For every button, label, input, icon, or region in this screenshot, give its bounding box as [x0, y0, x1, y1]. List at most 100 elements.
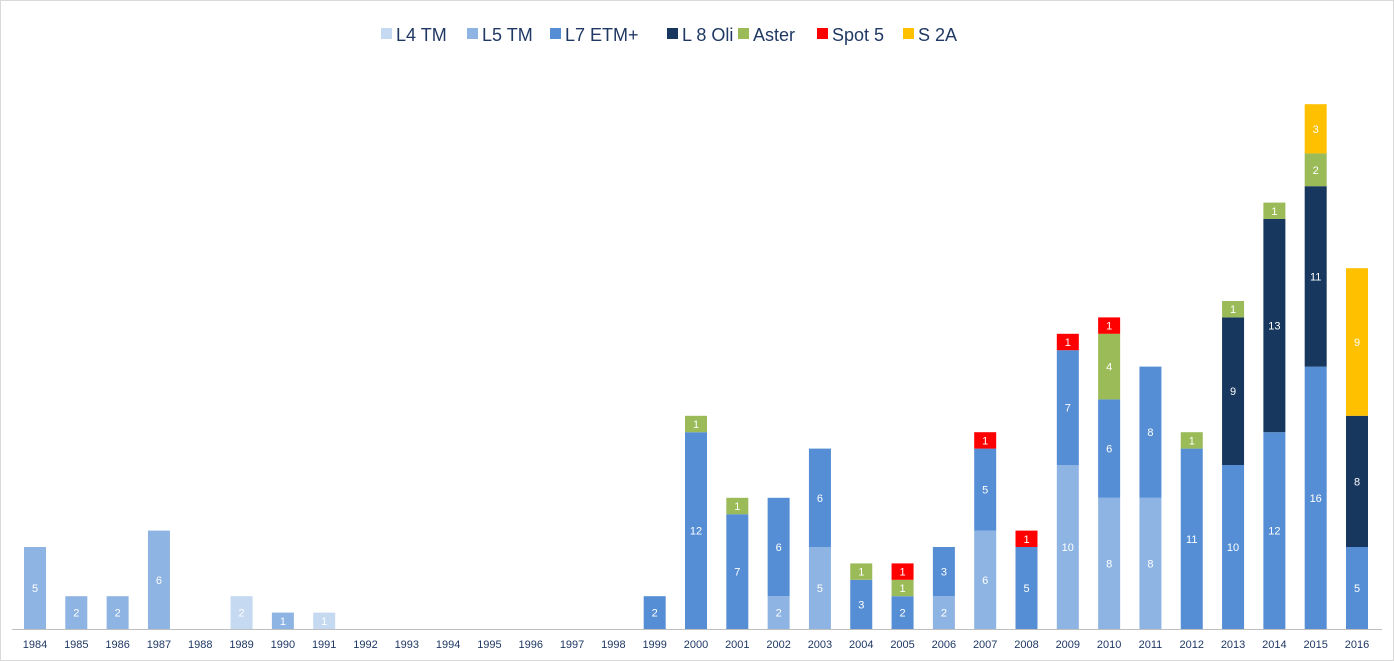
bar-segment	[643, 596, 666, 629]
bar-segment	[1222, 301, 1245, 318]
bar-segment	[1098, 333, 1121, 400]
legend-label-5: Spot 5	[832, 25, 884, 45]
bar-segment	[1056, 465, 1079, 629]
x-tick-label: 2000	[684, 639, 708, 651]
bar-segment	[1015, 530, 1038, 547]
bar-segment	[932, 547, 955, 597]
legend-label-2: L7 ETM+	[565, 25, 639, 45]
data-label: 6	[1106, 444, 1112, 456]
bar-segment	[891, 563, 914, 580]
bar-segment	[808, 547, 831, 629]
legend-swatch-0	[381, 28, 392, 39]
x-tick-labels: 1984 1985 1986 1987 1988 1989 1990 1991 1992 1993…	[23, 639, 1369, 651]
bar-segment	[1304, 153, 1327, 187]
x-tick-label: 1989	[229, 639, 253, 651]
x-tick-label: 2008	[1014, 639, 1038, 651]
data-label: 2	[238, 608, 244, 620]
bar-segment	[1056, 350, 1079, 465]
x-tick-label: 1986	[105, 639, 129, 651]
bar-segment	[313, 612, 336, 629]
bar-segment	[1015, 547, 1038, 629]
bar-segment	[1346, 415, 1368, 547]
bar-segment	[147, 530, 170, 629]
x-tick-label: 1995	[477, 639, 501, 651]
data-label: 12	[690, 526, 702, 538]
data-label: 5	[1354, 583, 1360, 595]
legend-swatch-2	[550, 28, 561, 39]
bar-segment	[974, 530, 997, 629]
x-tick-label: 2010	[1097, 639, 1121, 651]
bar-segment	[106, 596, 129, 629]
legend-swatch-1	[467, 28, 478, 39]
bar-segment	[685, 432, 707, 629]
data-label: 10	[1062, 542, 1074, 554]
bar-segment	[1098, 317, 1121, 334]
x-tick-label: 2005	[890, 639, 914, 651]
data-label: 1	[1230, 304, 1236, 316]
bar-segment	[1304, 104, 1327, 154]
x-tick-label: 2013	[1221, 639, 1245, 651]
data-label: 2	[1313, 165, 1319, 177]
bar-segment	[1222, 317, 1245, 465]
x-tick-label: 2002	[766, 639, 790, 651]
data-label: 2	[73, 608, 79, 620]
data-label: 2	[115, 608, 121, 620]
data-label: 2	[941, 608, 947, 620]
bar-segment	[1139, 366, 1162, 498]
data-label: 8	[1106, 558, 1112, 570]
legend-label-3: L 8 Oli	[682, 25, 733, 45]
data-label: 11	[1310, 271, 1321, 283]
data-label: 6	[817, 493, 823, 505]
legend: L4 TM L5 TM L7 ETM+ L 8 Oli Aster Spot 5 S 2A	[381, 25, 957, 45]
x-tick-label: 2003	[808, 639, 832, 651]
data-label: 1	[1271, 206, 1277, 218]
bar-segment	[1098, 399, 1121, 498]
x-tick-label: 1992	[353, 639, 377, 651]
data-label: 5	[32, 583, 38, 595]
bar-segment	[685, 415, 707, 433]
bar-segment	[24, 547, 46, 629]
data-label: 5	[1023, 583, 1029, 595]
x-tick-label: 1990	[271, 639, 295, 651]
x-tick-label: 1997	[560, 639, 584, 651]
data-label: 3	[1313, 124, 1319, 136]
data-label: 5	[982, 485, 988, 497]
legend-label-1: L5 TM	[482, 25, 533, 45]
bar-segment	[1098, 497, 1121, 629]
bar-segment	[1222, 465, 1245, 629]
bar-segment	[1346, 547, 1368, 629]
bar-segment	[1263, 219, 1286, 433]
data-label: 9	[1230, 386, 1236, 398]
data-label: 2	[899, 608, 905, 620]
data-label: 13	[1268, 321, 1280, 333]
bar-segment	[271, 612, 294, 629]
data-label: 6	[982, 575, 988, 587]
data-label: 3	[941, 567, 947, 579]
x-tick-label: 2011	[1139, 639, 1163, 651]
x-tick-label: 2014	[1262, 639, 1286, 651]
data-label: 1	[693, 419, 699, 431]
data-label: 11	[1186, 534, 1197, 546]
data-label: 4	[1106, 362, 1112, 374]
data-label: 1	[899, 567, 905, 579]
data-label: 1	[982, 435, 988, 447]
bar-segment	[1304, 186, 1327, 367]
bar-segment	[850, 563, 873, 580]
bar-segment	[1346, 268, 1368, 416]
legend-label-0: L4 TM	[396, 25, 447, 45]
legend-swatch-5	[817, 28, 828, 39]
x-tick-label: 2012	[1180, 639, 1204, 651]
x-tick-label: 1984	[23, 639, 47, 651]
bar-segment	[974, 432, 997, 449]
data-label: 6	[776, 542, 782, 554]
x-tick-label: 1994	[436, 639, 460, 651]
legend-swatch-4	[738, 28, 749, 39]
bar-segment	[65, 596, 88, 629]
data-label: 12	[1268, 526, 1280, 538]
bar-segment	[726, 497, 749, 515]
data-label: 6	[156, 575, 162, 587]
data-label: 1	[734, 501, 740, 513]
x-tick-label: 1985	[64, 639, 88, 651]
